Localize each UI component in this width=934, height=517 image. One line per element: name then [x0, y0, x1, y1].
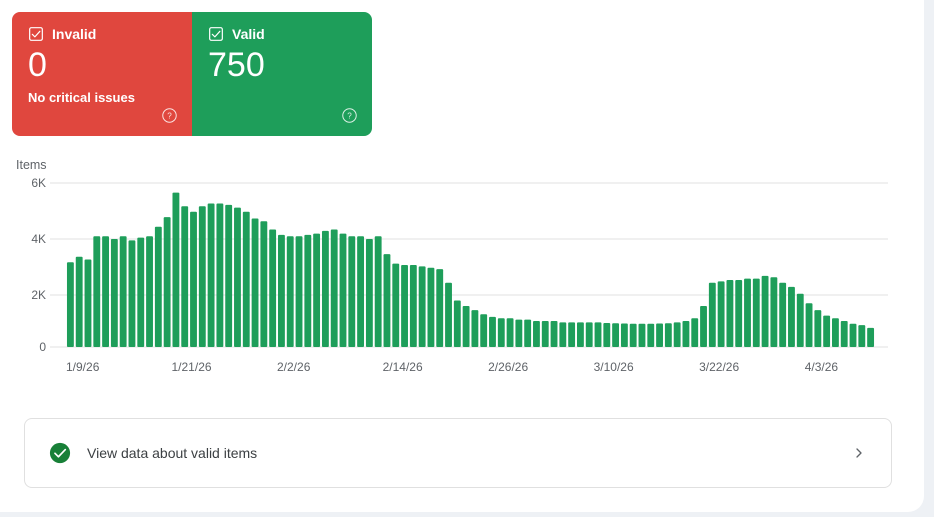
svg-text:Items: Items	[16, 158, 47, 172]
svg-text:0: 0	[39, 340, 46, 354]
svg-text:2/2/26: 2/2/26	[277, 360, 311, 374]
svg-text:2K: 2K	[31, 288, 46, 302]
svg-text:1/21/26: 1/21/26	[172, 360, 212, 374]
svg-text:3/10/26: 3/10/26	[594, 360, 634, 374]
svg-text:1/9/26: 1/9/26	[66, 360, 100, 374]
svg-text:2/26/26: 2/26/26	[488, 360, 528, 374]
svg-text:6K: 6K	[31, 176, 46, 190]
svg-text:4/3/26: 4/3/26	[805, 360, 839, 374]
svg-text:4K: 4K	[31, 232, 46, 246]
svg-text:3/22/26: 3/22/26	[699, 360, 739, 374]
svg-text:2/14/26: 2/14/26	[383, 360, 423, 374]
